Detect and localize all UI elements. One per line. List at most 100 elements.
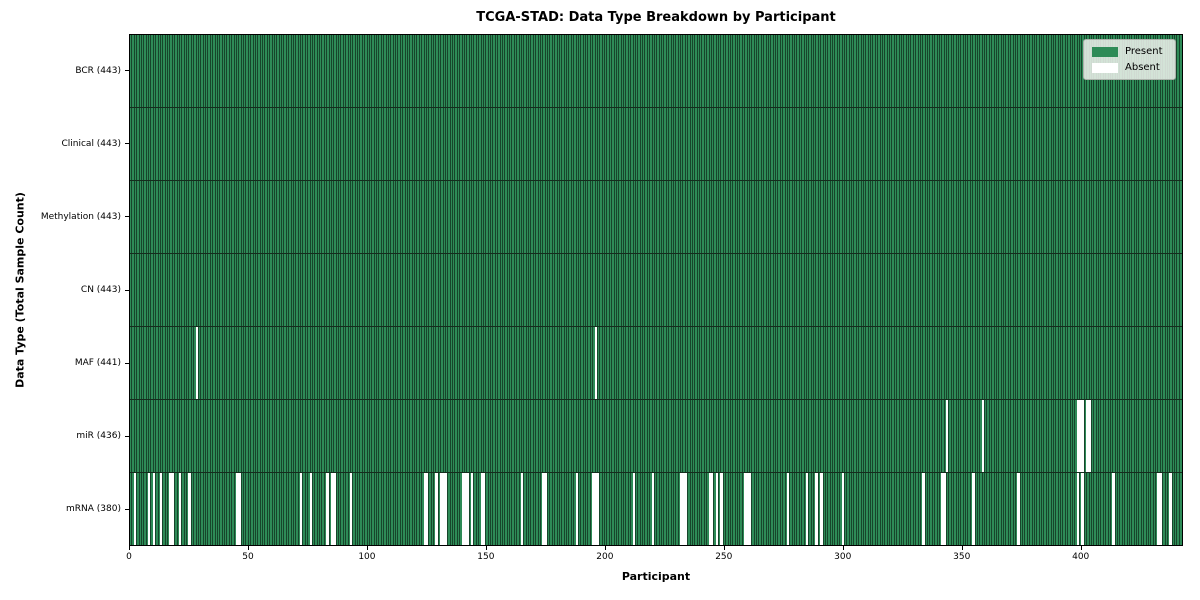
cell-present <box>737 35 740 107</box>
cell-present <box>304 400 308 472</box>
cell-present <box>689 254 692 326</box>
cell-present <box>896 108 899 180</box>
cell-present <box>1038 327 1041 399</box>
cell-present <box>186 254 189 326</box>
cell-present <box>858 473 861 545</box>
cell-present <box>813 108 816 180</box>
cell-present <box>1007 254 1011 326</box>
cell-present <box>630 327 633 399</box>
cell-present <box>409 400 412 472</box>
cell-present <box>406 108 410 180</box>
cell-present <box>178 181 182 253</box>
cell-present <box>259 400 262 472</box>
cell-present <box>881 108 885 180</box>
cell-present <box>879 400 882 472</box>
cell-present <box>618 35 621 107</box>
cell-present <box>205 400 208 472</box>
cell-present <box>352 327 355 399</box>
cell-present <box>1017 35 1020 107</box>
cell-present <box>1026 473 1030 545</box>
cell-present <box>314 327 317 399</box>
cell-present <box>903 400 906 472</box>
cell-present <box>174 254 177 326</box>
cell-present <box>174 181 177 253</box>
cell-present <box>777 400 780 472</box>
cell-present <box>832 254 835 326</box>
cell-present <box>278 35 281 107</box>
cell-absent <box>471 473 474 545</box>
cell-present <box>1041 254 1044 326</box>
cell-present <box>554 254 557 326</box>
cell-present <box>601 254 604 326</box>
cell-present <box>368 327 372 399</box>
cell-present <box>480 108 483 180</box>
cell-present <box>943 181 946 253</box>
cell-present <box>1026 108 1030 180</box>
cell-present <box>1041 181 1044 253</box>
cell-present <box>197 108 201 180</box>
cell-present <box>252 327 255 399</box>
cell-absent <box>1159 473 1163 545</box>
cell-present <box>810 35 813 107</box>
cell-present <box>290 327 293 399</box>
cell-present <box>786 108 790 180</box>
cell-absent <box>188 473 191 545</box>
cell-present <box>485 35 488 107</box>
cell-present <box>530 35 533 107</box>
cell-present <box>349 108 353 180</box>
cell-present <box>283 327 286 399</box>
cell-present <box>269 108 272 180</box>
cell-present <box>589 181 593 253</box>
cell-absent <box>235 473 239 545</box>
cell-absent <box>349 473 353 545</box>
cell-present <box>1169 327 1172 399</box>
cell-present <box>748 35 752 107</box>
cell-present <box>395 400 398 472</box>
cell-present <box>642 473 645 545</box>
cell-present <box>359 327 362 399</box>
cell-present <box>414 473 417 545</box>
cell-present <box>243 254 246 326</box>
cell-present <box>342 108 346 180</box>
cell-present <box>858 108 861 180</box>
cell-present <box>461 181 464 253</box>
cell-present <box>991 473 994 545</box>
cell-present <box>314 108 317 180</box>
cell-present <box>326 181 329 253</box>
cell-present <box>988 473 992 545</box>
cell-present <box>207 35 210 107</box>
cell-present <box>442 35 445 107</box>
cell-present <box>456 400 460 472</box>
cell-present <box>1076 108 1079 180</box>
legend-entry-absent: Absent <box>1092 62 1167 73</box>
cell-present <box>566 181 569 253</box>
cell-present <box>159 400 163 472</box>
cell-present <box>727 254 730 326</box>
cell-present <box>753 400 756 472</box>
cell-present <box>1007 108 1011 180</box>
cell-present <box>931 35 935 107</box>
cell-present <box>416 473 419 545</box>
cell-present <box>813 400 816 472</box>
cell-present <box>228 254 232 326</box>
cell-present <box>801 473 804 545</box>
cell-present <box>915 181 918 253</box>
cell-present <box>981 254 984 326</box>
cell-present <box>133 181 137 253</box>
cell-present <box>444 108 448 180</box>
cell-present <box>573 35 576 107</box>
cell-present <box>1100 181 1103 253</box>
cell-present <box>456 473 460 545</box>
cell-present <box>637 254 640 326</box>
cell-present <box>528 108 531 180</box>
cell-present <box>1052 327 1056 399</box>
cell-present <box>862 35 866 107</box>
cell-present <box>181 108 184 180</box>
cell-present <box>328 181 331 253</box>
cell-present <box>689 327 692 399</box>
cell-present <box>231 473 234 545</box>
cell-present <box>710 327 714 399</box>
cell-present <box>779 473 783 545</box>
cell-present <box>397 327 400 399</box>
cell-present <box>653 108 657 180</box>
